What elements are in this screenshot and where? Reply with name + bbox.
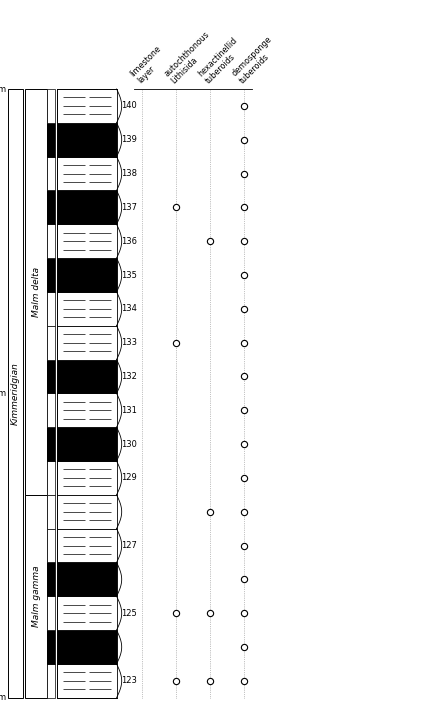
Bar — [57, 664, 117, 698]
Text: m: m — [0, 693, 6, 702]
Bar — [47, 89, 55, 122]
Bar — [57, 562, 117, 597]
Bar — [47, 157, 55, 190]
Bar — [57, 596, 117, 630]
Text: demosponge
tuberoids: demosponge tuberoids — [230, 35, 281, 85]
Bar — [47, 191, 55, 224]
Text: 133: 133 — [121, 338, 137, 347]
Text: 131: 131 — [121, 406, 137, 415]
Bar — [47, 461, 55, 495]
Bar — [25, 495, 47, 698]
Bar — [57, 122, 117, 157]
Text: 130: 130 — [121, 439, 137, 449]
Text: m: m — [0, 85, 6, 93]
Bar — [57, 224, 117, 258]
Text: 125: 125 — [121, 609, 137, 618]
Bar — [57, 427, 117, 461]
Bar — [57, 630, 117, 664]
Text: Malm delta: Malm delta — [31, 267, 41, 317]
Bar — [57, 89, 117, 122]
Bar — [47, 427, 55, 461]
Bar — [57, 393, 117, 427]
Bar — [47, 630, 55, 664]
Text: 129: 129 — [121, 473, 137, 483]
Bar — [47, 664, 55, 698]
Bar — [57, 326, 117, 360]
Text: 138: 138 — [121, 169, 137, 178]
Bar — [57, 191, 117, 224]
Text: hexactinellid
tuberoids: hexactinellid tuberoids — [196, 36, 246, 85]
Bar — [57, 292, 117, 326]
Text: 140: 140 — [121, 101, 137, 110]
Bar — [47, 224, 55, 258]
Bar — [25, 89, 47, 495]
Text: m: m — [0, 389, 6, 398]
Bar — [47, 528, 55, 562]
Bar — [47, 292, 55, 326]
Bar — [57, 528, 117, 562]
Text: 136: 136 — [121, 236, 137, 246]
Text: 123: 123 — [121, 676, 137, 686]
Bar — [8, 89, 23, 698]
Bar — [47, 360, 55, 393]
Bar — [57, 461, 117, 495]
Text: Malm gamma: Malm gamma — [31, 565, 41, 627]
Bar — [47, 326, 55, 360]
Text: 139: 139 — [121, 135, 137, 145]
Bar — [57, 360, 117, 393]
Text: limestone
layer: limestone layer — [128, 43, 170, 85]
Bar — [47, 393, 55, 427]
Text: 127: 127 — [121, 541, 137, 550]
Bar — [47, 122, 55, 157]
Bar — [57, 495, 117, 528]
Bar — [47, 596, 55, 630]
Text: 132: 132 — [121, 372, 137, 381]
Bar — [47, 258, 55, 292]
Bar — [47, 495, 55, 528]
Text: Kimmeridgian: Kimmeridgian — [11, 362, 20, 425]
Text: 134: 134 — [121, 304, 137, 313]
Text: 137: 137 — [121, 203, 137, 212]
Bar — [47, 562, 55, 597]
Bar — [57, 157, 117, 190]
Text: 135: 135 — [121, 271, 137, 280]
Bar — [57, 258, 117, 292]
Text: autochthonous
Lithisida: autochthonous Lithisida — [162, 29, 218, 85]
